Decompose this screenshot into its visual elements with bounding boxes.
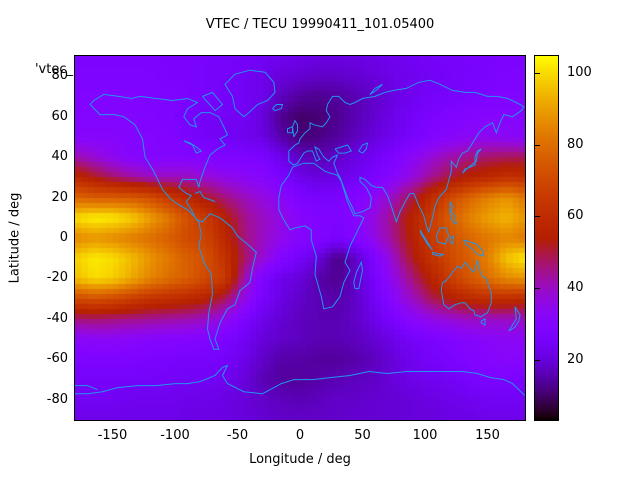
coastline-path: [75, 364, 525, 397]
x-axis-label: Longitude / deg: [249, 452, 351, 467]
x-tick-label: 50: [354, 428, 371, 443]
colorbar-tick-label: 60: [567, 208, 584, 224]
colorbar-tick-label: 100: [567, 64, 592, 80]
coastline-path: [224, 69, 276, 118]
coastline-path: [183, 140, 203, 154]
coastline-path: [272, 104, 284, 112]
x-tick-label: 0: [295, 428, 305, 443]
coastline-path: [462, 148, 482, 174]
y-tick-label: -80: [46, 391, 68, 407]
coastline-path: [353, 260, 364, 290]
colorbar-gradient-canvas: [535, 56, 558, 420]
x-tick-label: 150: [475, 428, 500, 443]
coastline-path: [449, 235, 455, 246]
x-tick-label: -50: [226, 428, 249, 443]
coastline-path: [508, 306, 521, 332]
colorbar-tick-mark: [535, 360, 540, 362]
coastline-path: [287, 126, 293, 134]
coastline-path: [89, 93, 257, 350]
y-tick-label: -40: [46, 310, 68, 326]
colorbar-tick-mark: [535, 216, 540, 218]
colorbar-tick-mark: [535, 288, 540, 290]
coastlines-overlay: [75, 69, 525, 397]
coastline-path: [334, 144, 353, 154]
coastline-path: [278, 162, 365, 310]
colorbar-tick-label: 40: [567, 280, 584, 296]
coastline-path: [432, 251, 445, 257]
y-tick-label: -60: [46, 351, 68, 367]
coastline-path: [463, 239, 485, 257]
coastline-path: [75, 385, 98, 391]
x-tick-label: 100: [412, 428, 438, 443]
chart-title: VTEC / TECU 19990411_101.05400: [205, 17, 435, 32]
coastline-path: [449, 201, 457, 225]
colorbar-tick-mark: [535, 144, 540, 146]
coastline-path: [435, 227, 450, 245]
x-tick-label: -100: [160, 428, 190, 443]
colorbar-tick-label: 80: [567, 136, 584, 152]
colorbar-tick-label: 20: [567, 352, 584, 368]
coastline-path: [480, 318, 486, 326]
coastline-path: [288, 79, 525, 234]
y-tick-label: 20: [51, 189, 68, 205]
coastline-path: [440, 260, 492, 318]
series-key-label: 'vtec_: [34, 62, 73, 77]
coastline-path: [291, 119, 298, 138]
y-tick-label: -20: [46, 270, 68, 286]
colorbar: [534, 55, 559, 421]
coastline-path: [419, 229, 433, 251]
coastline-path: [358, 142, 369, 154]
coastline-path: [194, 190, 216, 203]
x-tick-label: -150: [97, 428, 128, 443]
y-tick-label: 0: [59, 230, 68, 245]
coastline-path: [369, 83, 383, 95]
plot-area: [74, 55, 526, 421]
colorbar-tick-mark: [535, 72, 540, 74]
y-tick-label: 80: [51, 68, 68, 84]
coastline-path: [202, 91, 224, 112]
y-tick-label: 60: [51, 108, 68, 124]
y-tick-label: 40: [51, 149, 68, 165]
